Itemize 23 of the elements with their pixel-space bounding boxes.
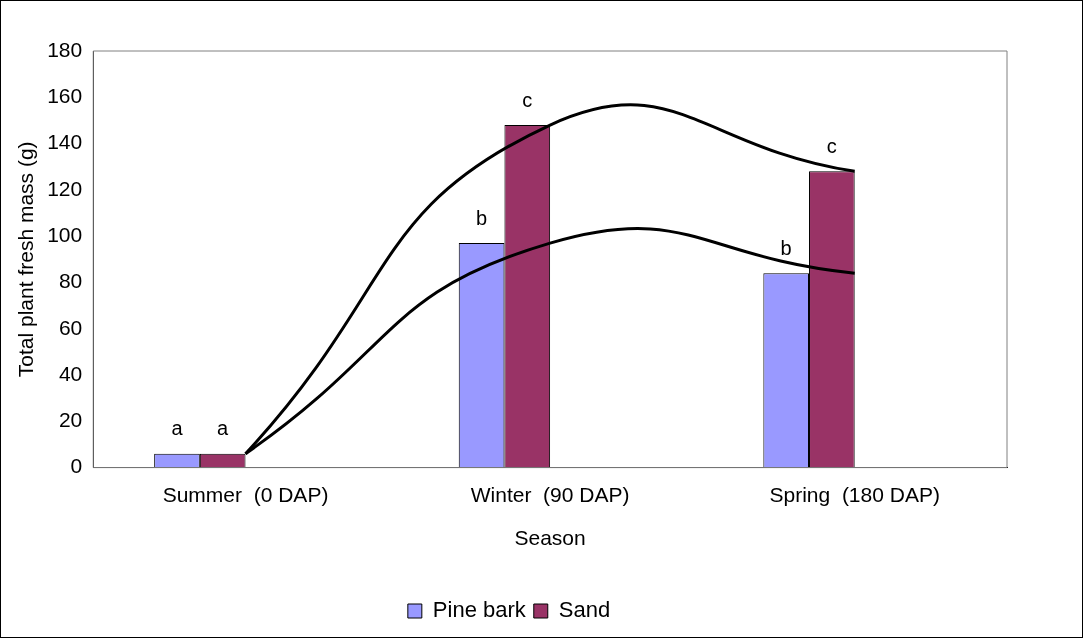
data-label: b	[476, 206, 488, 229]
y-tick-label: 80	[58, 269, 83, 293]
data-label: a	[171, 417, 184, 440]
x-axis-title: Season	[514, 526, 586, 550]
y-tick-label: 180	[47, 37, 83, 61]
y-tick-label: 20	[58, 408, 83, 432]
y-axis-title: Total plant fresh mass (g)	[14, 141, 38, 378]
data-label: c	[826, 134, 837, 157]
data-label: b	[780, 236, 792, 259]
x-tick-label: Summer (0 DAP)	[162, 483, 329, 506]
y-tick-label: 160	[47, 84, 83, 108]
x-tick-label: Winter (90 DAP)	[470, 483, 630, 506]
x-tick-label: Spring (180 DAP)	[769, 483, 940, 506]
y-tick-label: 140	[47, 130, 83, 154]
y-tick-label: 0	[70, 454, 83, 478]
y-tick-label: 60	[58, 315, 83, 339]
y-tick-label: 100	[47, 222, 83, 246]
legend-label: Sand	[558, 597, 611, 623]
data-label: a	[217, 417, 230, 440]
y-tick-label: 40	[58, 361, 83, 385]
y-tick-label: 120	[47, 176, 83, 200]
data-label: c	[522, 88, 533, 111]
legend-label: Pine bark	[432, 597, 527, 623]
